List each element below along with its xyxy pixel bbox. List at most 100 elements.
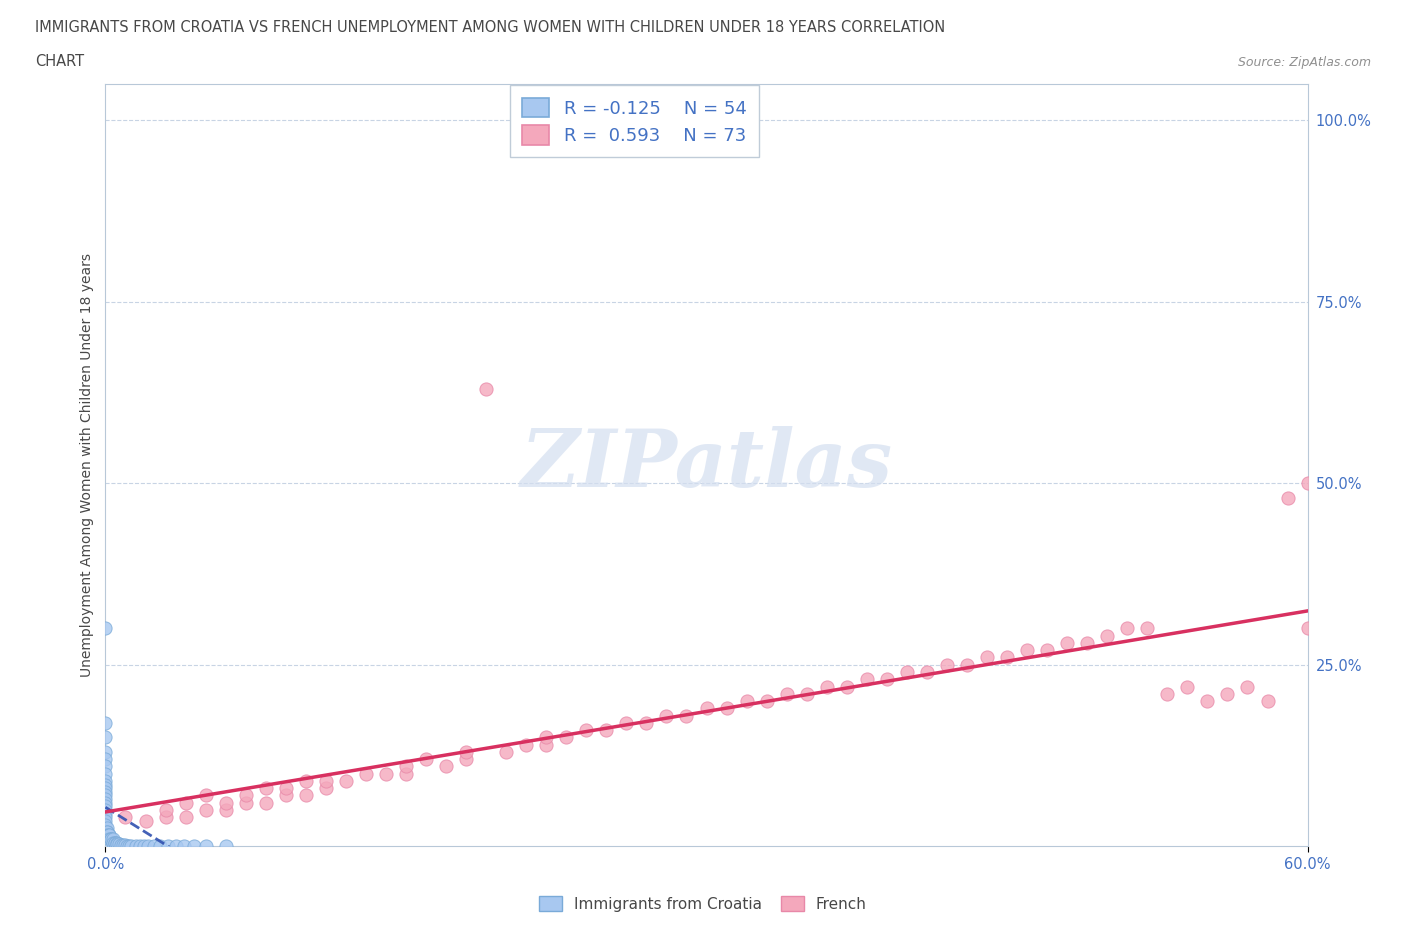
Point bbox=[107, 835, 129, 850]
Point bbox=[94, 766, 117, 781]
Point bbox=[94, 814, 117, 829]
Point bbox=[735, 694, 758, 709]
Point bbox=[1236, 679, 1258, 694]
Point bbox=[434, 759, 457, 774]
Point bbox=[335, 774, 357, 789]
Point bbox=[165, 839, 187, 854]
Point bbox=[94, 730, 117, 745]
Point bbox=[655, 708, 678, 723]
Point bbox=[475, 381, 498, 396]
Point bbox=[94, 791, 117, 806]
Point bbox=[96, 824, 118, 839]
Text: ZIPatlas: ZIPatlas bbox=[520, 426, 893, 504]
Point bbox=[395, 766, 418, 781]
Text: Source: ZipAtlas.com: Source: ZipAtlas.com bbox=[1237, 56, 1371, 69]
Point bbox=[142, 839, 165, 854]
Point bbox=[235, 795, 257, 810]
Point bbox=[1216, 686, 1239, 701]
Point bbox=[595, 723, 617, 737]
Point bbox=[94, 806, 117, 821]
Point bbox=[415, 751, 437, 766]
Point bbox=[956, 658, 979, 672]
Point bbox=[755, 694, 778, 709]
Point bbox=[214, 803, 236, 817]
Point bbox=[495, 744, 517, 759]
Point bbox=[98, 828, 121, 843]
Point bbox=[104, 835, 127, 850]
Point bbox=[1257, 694, 1279, 709]
Point bbox=[776, 686, 799, 701]
Point bbox=[103, 835, 125, 850]
Point bbox=[94, 759, 117, 774]
Point bbox=[98, 828, 121, 843]
Point bbox=[534, 730, 557, 745]
Point bbox=[94, 784, 117, 799]
Point bbox=[254, 795, 277, 810]
Point bbox=[835, 679, 858, 694]
Point bbox=[696, 701, 718, 716]
Point bbox=[124, 838, 146, 853]
Point bbox=[94, 803, 117, 817]
Point bbox=[94, 777, 117, 792]
Point bbox=[148, 839, 170, 854]
Point bbox=[94, 621, 117, 636]
Point bbox=[214, 839, 236, 854]
Point bbox=[114, 810, 136, 825]
Point bbox=[174, 795, 197, 810]
Point bbox=[136, 839, 159, 854]
Point bbox=[94, 795, 117, 810]
Text: CHART: CHART bbox=[35, 54, 84, 69]
Legend: Immigrants from Croatia, French: Immigrants from Croatia, French bbox=[533, 889, 873, 918]
Point bbox=[274, 788, 297, 803]
Point bbox=[716, 701, 738, 716]
Point bbox=[395, 759, 418, 774]
Point bbox=[135, 814, 157, 829]
Point bbox=[1017, 643, 1039, 658]
Point bbox=[796, 686, 818, 701]
Point bbox=[132, 839, 155, 854]
Point bbox=[274, 781, 297, 796]
Point bbox=[254, 781, 277, 796]
Point bbox=[94, 715, 117, 730]
Point bbox=[295, 774, 318, 789]
Point bbox=[104, 835, 127, 850]
Point bbox=[354, 766, 377, 781]
Point bbox=[110, 837, 132, 852]
Point bbox=[1296, 476, 1319, 491]
Point bbox=[108, 837, 131, 852]
Point bbox=[1277, 490, 1299, 505]
Point bbox=[118, 838, 141, 853]
Point bbox=[315, 774, 337, 789]
Point bbox=[1197, 694, 1219, 709]
Point bbox=[1136, 621, 1159, 636]
Point bbox=[94, 744, 117, 759]
Point bbox=[156, 839, 179, 854]
Point bbox=[575, 723, 598, 737]
Point bbox=[855, 671, 877, 686]
Point bbox=[454, 744, 477, 759]
Point bbox=[1296, 621, 1319, 636]
Point bbox=[96, 828, 118, 843]
Point bbox=[155, 810, 177, 825]
Point bbox=[896, 665, 918, 680]
Point bbox=[114, 837, 136, 852]
Point bbox=[915, 665, 938, 680]
Point bbox=[94, 817, 117, 832]
Point bbox=[454, 751, 477, 766]
Point bbox=[112, 837, 135, 852]
Point bbox=[94, 781, 117, 796]
Point bbox=[235, 788, 257, 803]
Point bbox=[155, 803, 177, 817]
Point bbox=[103, 831, 125, 846]
Point bbox=[96, 824, 118, 839]
Point bbox=[194, 803, 217, 817]
Point bbox=[675, 708, 697, 723]
Point bbox=[94, 774, 117, 789]
Point bbox=[107, 837, 129, 852]
Point bbox=[96, 820, 118, 835]
Point bbox=[815, 679, 838, 694]
Point bbox=[555, 730, 578, 745]
Point bbox=[94, 799, 117, 814]
Legend: R = -0.125    N = 54, R =  0.593    N = 73: R = -0.125 N = 54, R = 0.593 N = 73 bbox=[509, 86, 759, 157]
Y-axis label: Unemployment Among Women with Children Under 18 years: Unemployment Among Women with Children U… bbox=[80, 253, 94, 677]
